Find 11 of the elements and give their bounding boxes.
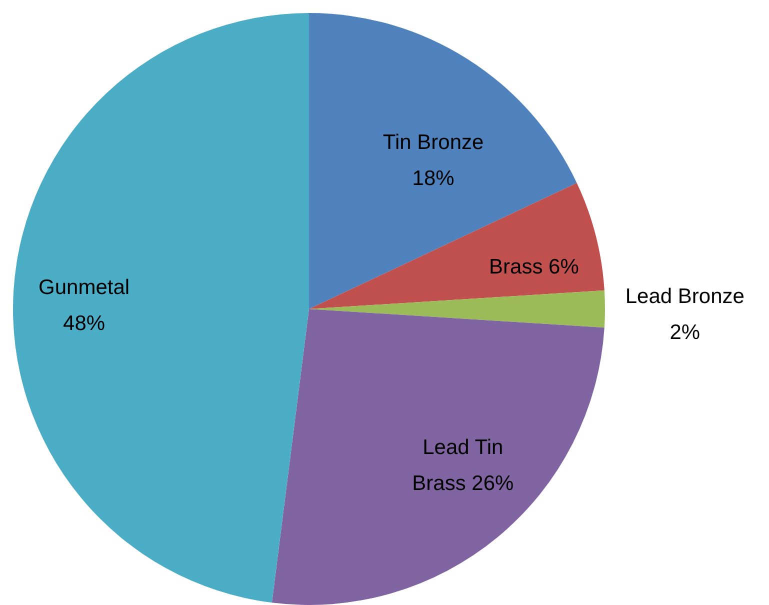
data-label: 18% — [412, 166, 454, 190]
data-label: 2% — [670, 320, 700, 344]
slice-label: Lead Bronze — [625, 284, 744, 308]
pie-slice — [309, 13, 577, 309]
pie-slice — [14, 13, 309, 603]
slice-label: Tin Bronze — [382, 130, 484, 154]
slice-label: Gunmetal — [38, 276, 130, 299]
pie-slice — [272, 309, 604, 605]
data-label: 48% — [63, 312, 106, 335]
slice-label: Lead Tin Brass 26% — [412, 435, 514, 494]
slice-label: Brass 6% — [489, 255, 579, 278]
